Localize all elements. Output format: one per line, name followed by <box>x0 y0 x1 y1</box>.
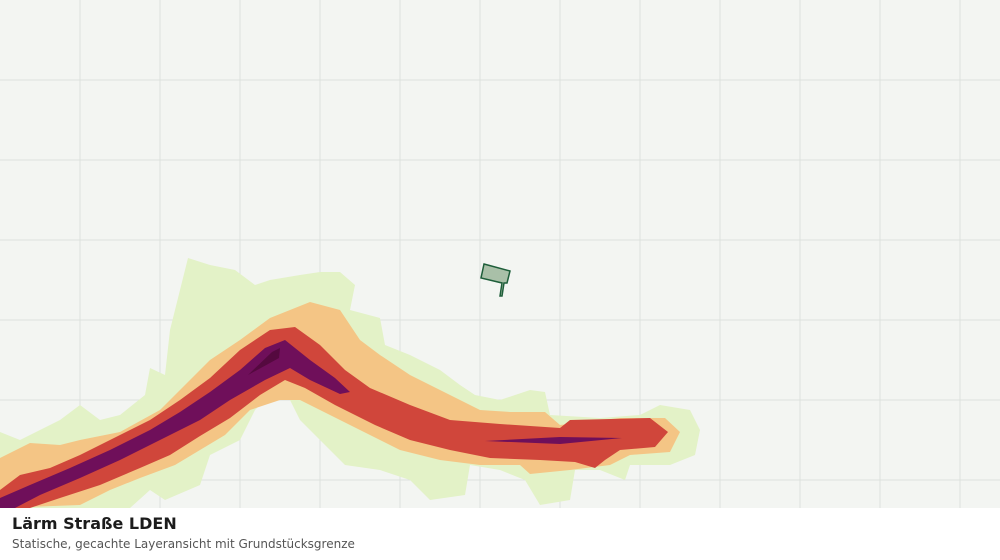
noise-zone-very-high <box>485 437 622 444</box>
parcel-boundary <box>480 263 511 297</box>
layer-title: Lärm Straße LDEN <box>12 514 177 533</box>
noise-zone-high <box>0 327 668 508</box>
layer-subtitle: Statische, gecachte Layeransicht mit Gru… <box>12 537 355 551</box>
legend-footer: Lärm Straße LDEN Statische, gecachte Lay… <box>0 508 1000 560</box>
noise-zone-very-high <box>0 340 350 508</box>
map-canvas <box>0 0 1000 508</box>
tile-grid <box>0 0 1000 508</box>
noise-zone-peak <box>248 348 280 375</box>
